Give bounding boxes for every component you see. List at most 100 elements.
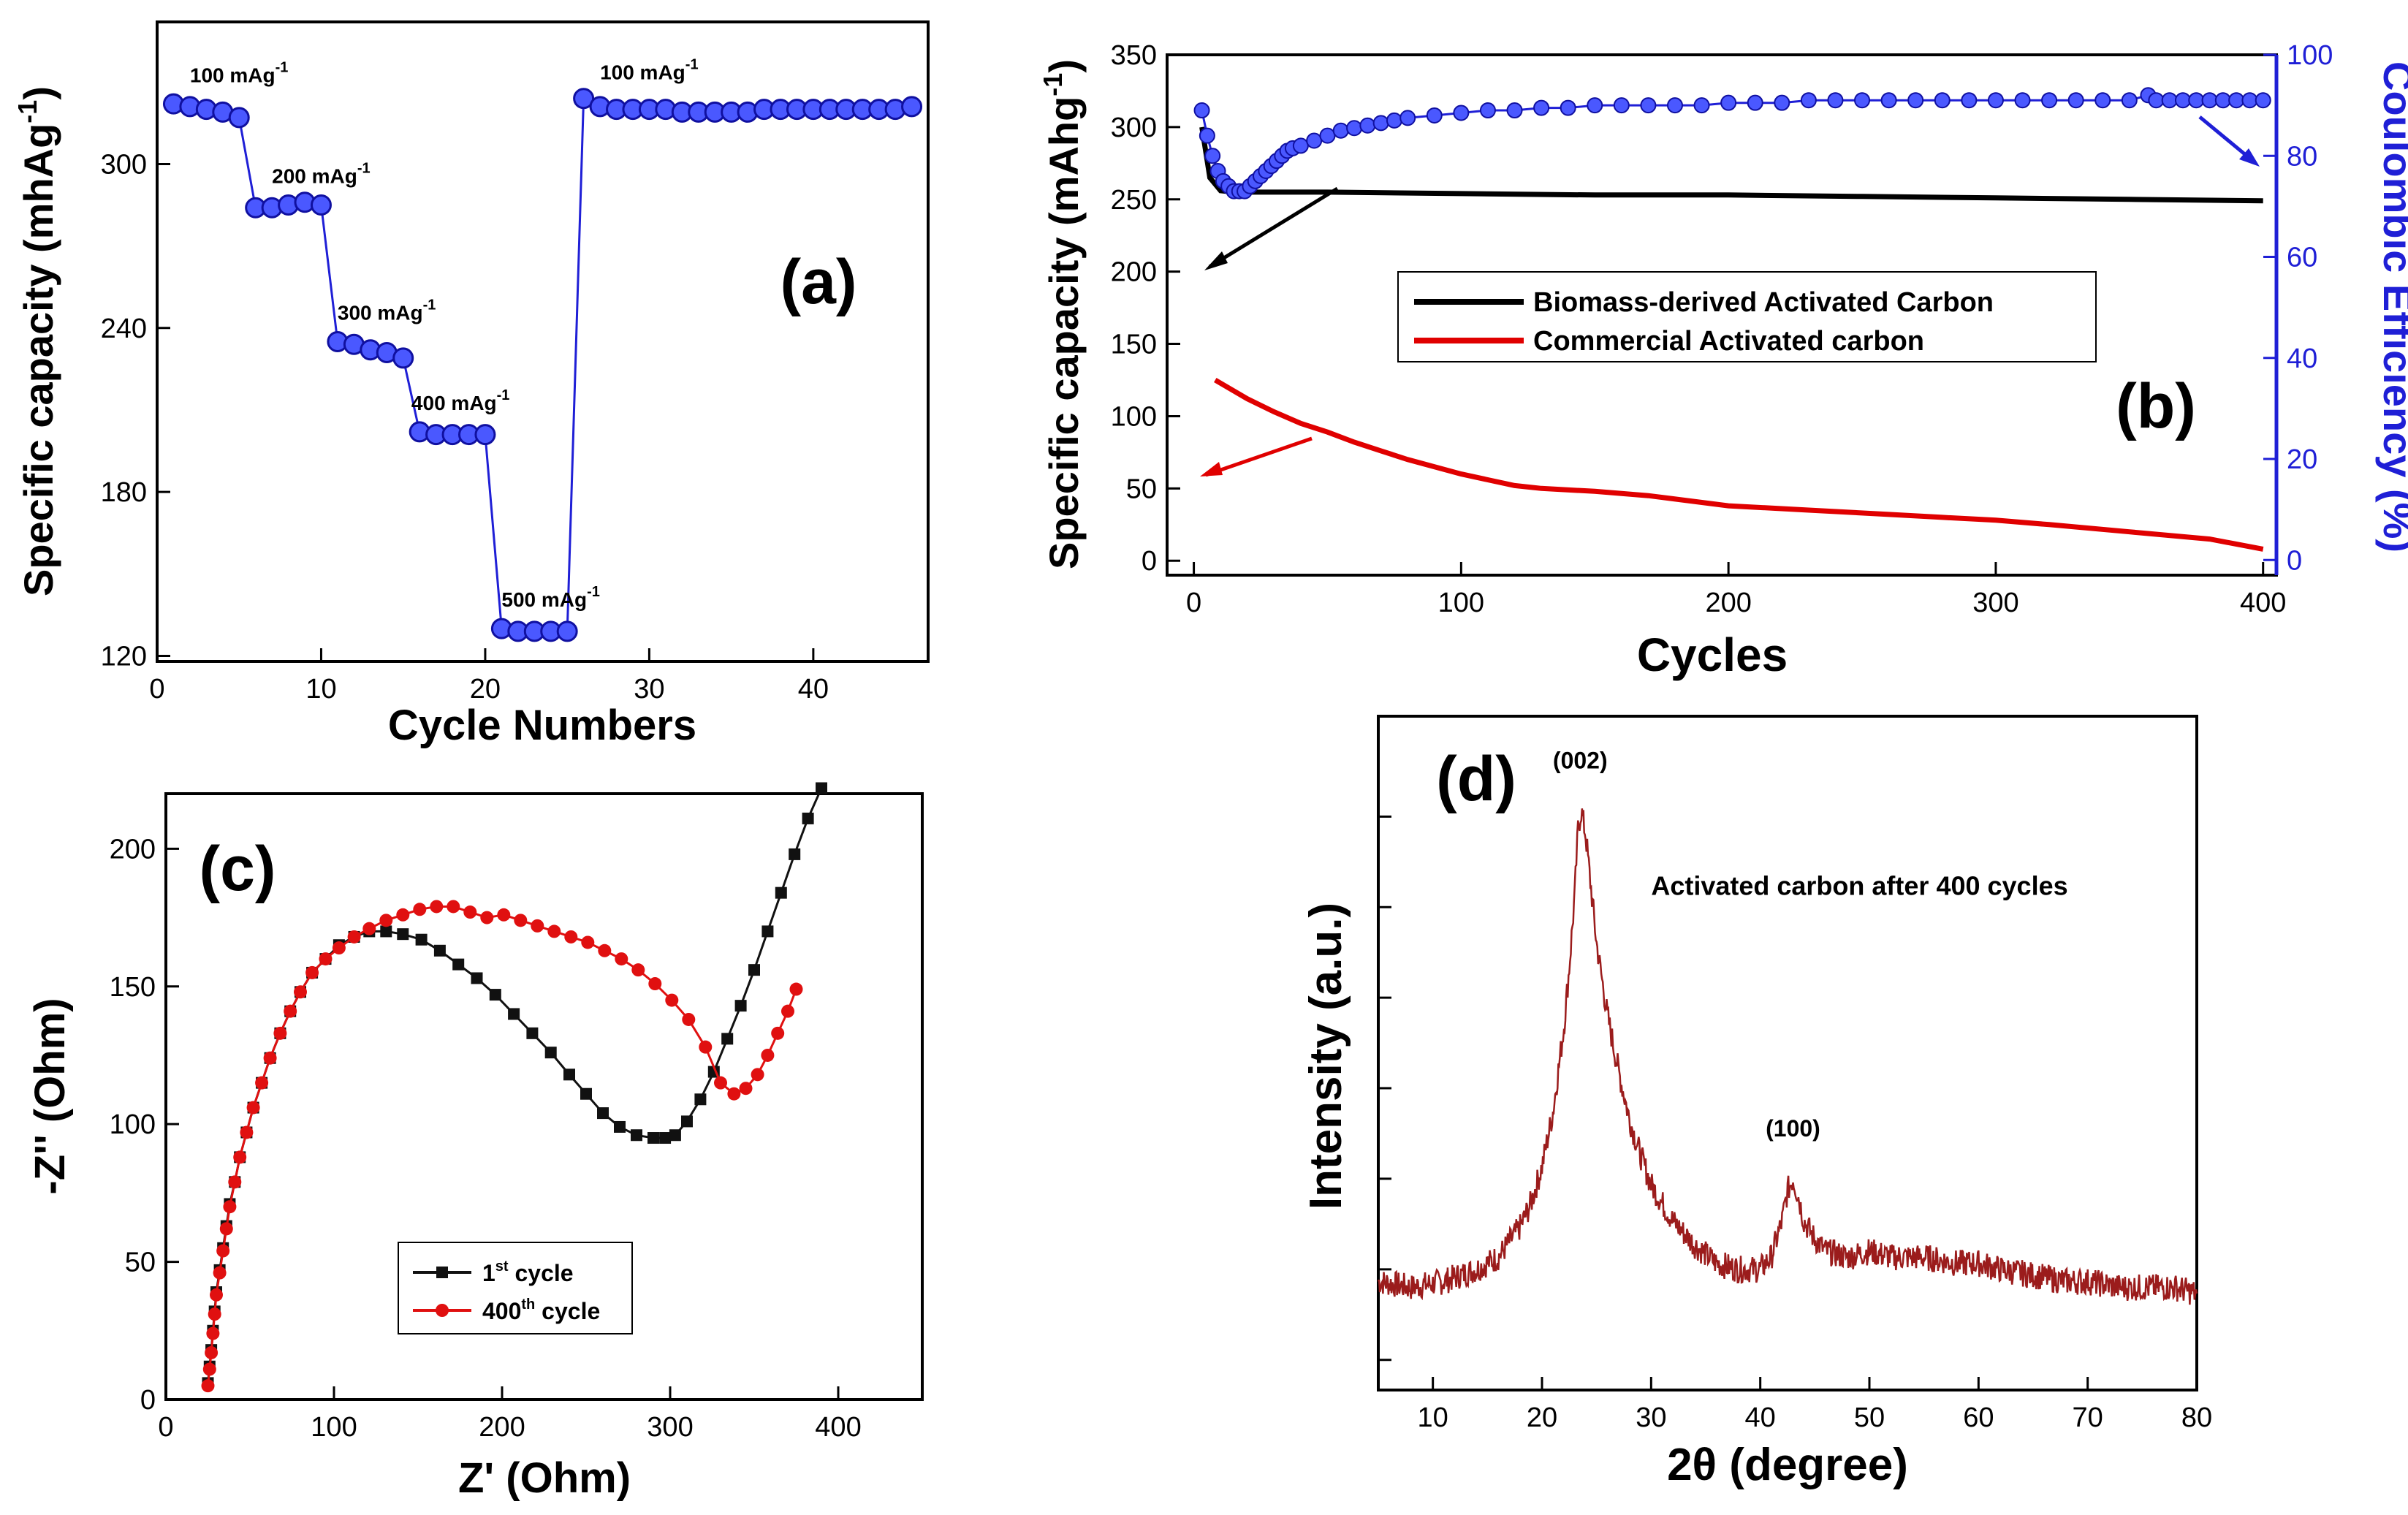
ce-point [1292,137,1309,154]
data-point [397,928,409,941]
series-line [207,905,797,1386]
data-point [415,933,428,946]
ce-point [1747,94,1763,111]
panel-b-axis-ticks: 0 100 200 300 400050100150200250300350020406… [1111,40,2333,618]
data-point [255,1076,269,1090]
y-tick-label: 200 [1111,257,1157,288]
data-point [480,911,494,924]
data-point [263,1051,277,1065]
x-tick-label: 20 [1527,1402,1557,1433]
ce-point [1880,92,1897,109]
data-point [761,1048,775,1062]
ce-point [1800,92,1817,109]
data-point [681,1115,693,1128]
data-point [228,1175,242,1189]
y-right-tick-label: 100 [2287,40,2333,71]
y-tick-label: 100 [110,1109,156,1140]
y-tick-label: 120 [101,642,147,672]
x-tick-label: 60 [1963,1402,1994,1433]
y-right-tick-label: 0 [2287,545,2302,576]
panel-a-ylabel-sup: -1 [12,100,42,124]
y-tick-label: 200 [110,834,156,865]
y-tick-label: 300 [101,149,147,180]
panel-d: 10 20 30 40 50 60 70 80 (002) (100) Activated car… [1301,715,2212,1490]
data-point [463,905,477,919]
data-point [228,107,250,129]
peak-label: (002) [1553,747,1608,773]
data-point [474,424,496,446]
panel-c: 0 100 200 300 400 0 50 100 150 200 1st cycle 400t… [26,782,924,1502]
ce-point [1426,107,1443,124]
panel-c-frame [164,792,924,1401]
panel-a-frame [156,20,930,663]
x-tick-label: 400 [2240,588,2286,618]
panel-a-ylabel-main: Specific capacity (mhAg [15,124,61,596]
data-point [362,922,376,935]
data-point [273,1026,287,1040]
data-point [564,930,578,943]
x-tick-label: 40 [798,674,829,705]
ce-point [1613,97,1630,114]
panel-b: 0 100 200 300 400050100150200250300350020406… [1038,40,2408,681]
rate-label-sup: -1 [685,57,699,73]
sample-note: Activated carbon after 400 cycles [1651,871,2067,901]
ce-point [1560,99,1576,116]
x-tick-label: 70 [2073,1402,2103,1433]
data-point [246,1101,260,1115]
data-point [205,1345,219,1359]
xrd-trace [1377,808,2198,1305]
rate-label-text: 200 mAg [272,165,357,188]
data-point [761,925,774,938]
data-point [206,1326,220,1340]
ce-point [1204,148,1221,164]
ce-point [1399,110,1416,126]
panel-b-series [1193,87,2271,552]
panel-d-series [1377,808,2198,1305]
y-tick-label: 0 [140,1385,156,1416]
x-tick-label: 10 [1418,1402,1448,1433]
data-point [380,925,392,938]
ce-point [1319,127,1336,144]
rate-label-sup: -1 [276,59,289,75]
data-point [775,886,787,899]
x-tick-label: 0 [149,674,164,705]
panel-a-ylabel: Specific capacity (mhAg-1) [12,86,61,596]
data-point [615,952,628,966]
series-line [1199,126,2263,204]
series-line [1214,377,2264,552]
rate-label: 400 mAg-1 [411,387,510,414]
panel-a-series [162,88,923,642]
data-point [208,1307,221,1321]
panel-a-ylabel-close: ) [15,86,61,100]
data-point [347,930,361,943]
ce-point [1346,120,1363,137]
data-point [816,782,827,794]
data-point [379,914,393,927]
data-point [531,919,544,933]
data-point [581,935,595,949]
x-tick-label: 30 [634,674,664,705]
ce-point [2161,92,2178,109]
x-tick-label: 100 [1438,588,1484,618]
y-tick-label: 150 [1111,330,1157,360]
panel-d-annotations: (002) (100) Activated carbon after 400 cyc… [1553,747,2068,1142]
panel-b-ylabel-left-main: Specific capacity (mAhg [1041,96,1087,569]
data-point [526,1027,539,1039]
rate-label: 100 mAg-1 [190,59,289,86]
data-point [647,1132,659,1144]
data-point [284,1004,297,1018]
ce-point [1774,94,1790,111]
rate-label-text: 300 mAg [338,302,423,324]
arrow-black [1208,186,1339,269]
y-right-tick-label: 40 [2287,343,2317,374]
panel-b-ylabel-left-sup: -1 [1038,73,1068,96]
data-point [305,965,319,979]
panel-c-axis-ticks: 0 100 200 300 400 0 50 100 150 200 [110,834,862,1443]
rate-label: 300 mAg-1 [338,297,436,324]
data-point [319,952,333,966]
panel-d-label: (d) [1436,744,1516,814]
data-point [727,1087,741,1101]
x-tick-label: 30 [1636,1402,1666,1433]
ce-point [1193,102,1210,119]
